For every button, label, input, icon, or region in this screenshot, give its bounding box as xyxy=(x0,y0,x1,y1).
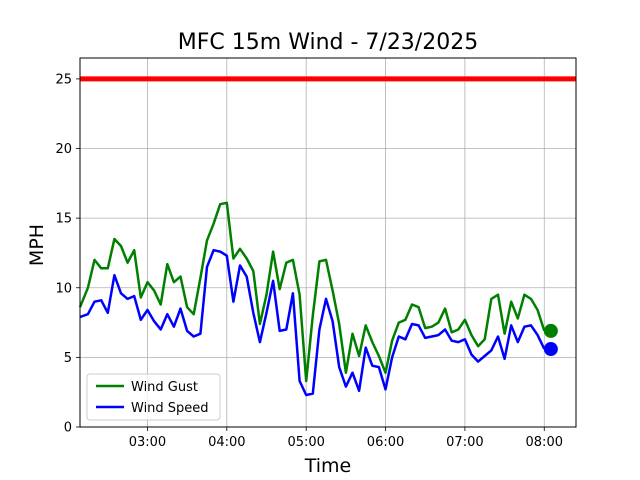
legend-label-wind-gust: Wind Gust xyxy=(131,380,198,395)
latest-gust-marker xyxy=(543,323,558,338)
y-tick-label-15: 15 xyxy=(55,212,72,227)
x-axis-label: Time xyxy=(304,455,352,477)
y-tick-label-25: 25 xyxy=(55,72,72,87)
y-tick-label-20: 20 xyxy=(55,142,72,157)
y-tick-label-5: 5 xyxy=(64,351,72,366)
marker-layer xyxy=(543,323,558,357)
series-line-wind-gust xyxy=(78,201,546,383)
y-tick-label-10: 10 xyxy=(55,281,72,296)
y-tick-label-0: 0 xyxy=(64,421,72,436)
plot-area-frame xyxy=(79,57,577,428)
x-tick-label-04-00: 04:00 xyxy=(208,435,245,450)
x-tick-label-05-00: 05:00 xyxy=(287,435,324,450)
legend: Wind Gust Wind Speed xyxy=(86,373,221,421)
y-axis-label: MPH xyxy=(26,224,48,266)
chart-title: MFC 15m Wind - 7/23/2025 xyxy=(178,30,478,55)
x-tick-label-08-00: 08:00 xyxy=(526,435,563,450)
legend-label-wind-speed: Wind Speed xyxy=(131,401,209,416)
latest-speed-marker xyxy=(543,342,558,357)
x-tick-label-06-00: 06:00 xyxy=(367,435,404,450)
x-tick-label-07-00: 07:00 xyxy=(446,435,483,450)
x-tick-label-03-00: 03:00 xyxy=(129,435,166,450)
series-layer xyxy=(78,201,546,397)
x-axis-ticks: 03:00 04:00 05:00 06:00 07:00 08:00 xyxy=(129,427,563,450)
y-axis-ticks: 0 5 10 15 20 25 xyxy=(55,72,80,436)
series-line-wind-speed xyxy=(79,248,546,397)
